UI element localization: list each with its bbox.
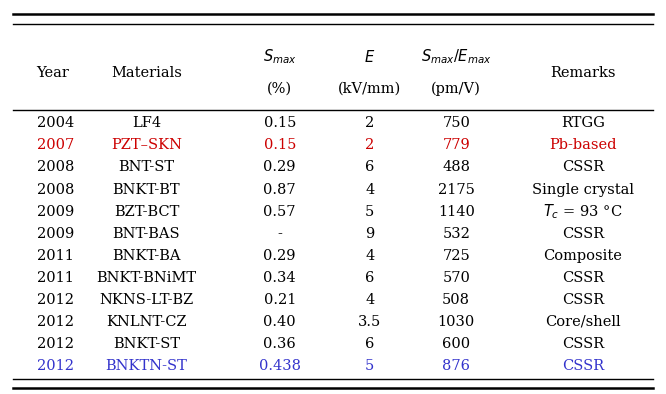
Text: 0.29: 0.29	[264, 160, 296, 175]
Text: 779: 779	[442, 138, 470, 152]
Text: BNKT-BT: BNKT-BT	[113, 182, 180, 197]
Text: 2009: 2009	[37, 204, 74, 219]
Text: CSSR: CSSR	[561, 271, 604, 285]
Text: 0.29: 0.29	[264, 249, 296, 263]
Text: 750: 750	[442, 116, 470, 130]
Text: BNKTN-ST: BNKTN-ST	[106, 359, 187, 373]
Text: 6: 6	[365, 160, 374, 175]
Text: KNLNT-CZ: KNLNT-CZ	[106, 315, 187, 329]
Text: 2: 2	[365, 116, 374, 130]
Text: $E$: $E$	[364, 49, 375, 65]
Text: 5: 5	[365, 359, 374, 373]
Text: 0.15: 0.15	[264, 116, 296, 130]
Text: CSSR: CSSR	[561, 337, 604, 351]
Text: CSSR: CSSR	[561, 293, 604, 307]
Text: $S_{max}/E_{max}$: $S_{max}/E_{max}$	[421, 48, 492, 67]
Text: 6: 6	[365, 271, 374, 285]
Text: Composite: Composite	[543, 249, 622, 263]
Text: 0.36: 0.36	[263, 337, 296, 351]
Text: 2008: 2008	[37, 182, 74, 197]
Text: (pm/V): (pm/V)	[432, 82, 481, 96]
Text: 4: 4	[365, 249, 374, 263]
Text: 2012: 2012	[37, 337, 74, 351]
Text: BNKT-ST: BNKT-ST	[113, 337, 180, 351]
Text: 2007: 2007	[37, 138, 74, 152]
Text: 570: 570	[442, 271, 470, 285]
Text: BNT-ST: BNT-ST	[119, 160, 174, 175]
Text: 2011: 2011	[37, 271, 73, 285]
Text: CSSR: CSSR	[561, 359, 604, 373]
Text: 1140: 1140	[438, 204, 475, 219]
Text: 0.21: 0.21	[264, 293, 296, 307]
Text: $T_c$ = 93 °C: $T_c$ = 93 °C	[543, 202, 623, 221]
Text: BNKT-BNiMT: BNKT-BNiMT	[97, 271, 196, 285]
Text: BNT-BAS: BNT-BAS	[113, 227, 180, 241]
Text: Core/shell: Core/shell	[545, 315, 621, 329]
Text: 0.57: 0.57	[264, 204, 296, 219]
Text: CSSR: CSSR	[561, 227, 604, 241]
Text: Remarks: Remarks	[550, 66, 615, 80]
Text: (%): (%)	[267, 82, 292, 96]
Text: BNKT-BA: BNKT-BA	[113, 249, 180, 263]
Text: Single crystal: Single crystal	[531, 182, 634, 197]
Text: 600: 600	[442, 337, 470, 351]
Text: LF4: LF4	[132, 116, 161, 130]
Text: 2004: 2004	[37, 116, 74, 130]
Text: Pb-based: Pb-based	[549, 138, 617, 152]
Text: 2012: 2012	[37, 359, 74, 373]
Text: 2: 2	[365, 138, 374, 152]
Text: PZT–SKN: PZT–SKN	[111, 138, 182, 152]
Text: 508: 508	[442, 293, 470, 307]
Text: 0.34: 0.34	[264, 271, 296, 285]
Text: 2008: 2008	[37, 160, 74, 175]
Text: 4: 4	[365, 182, 374, 197]
Text: 3.5: 3.5	[358, 315, 381, 329]
Text: 1030: 1030	[438, 315, 475, 329]
Text: BZT-BCT: BZT-BCT	[114, 204, 179, 219]
Text: 4: 4	[365, 293, 374, 307]
Text: 532: 532	[442, 227, 470, 241]
Text: Year: Year	[37, 66, 69, 80]
Text: 0.40: 0.40	[264, 315, 296, 329]
Text: 488: 488	[442, 160, 470, 175]
Text: 5: 5	[365, 204, 374, 219]
Text: (kV/mm): (kV/mm)	[338, 82, 401, 96]
Text: 2011: 2011	[37, 249, 73, 263]
Text: 9: 9	[365, 227, 374, 241]
Text: 6: 6	[365, 337, 374, 351]
Text: 2012: 2012	[37, 293, 74, 307]
Text: 0.87: 0.87	[264, 182, 296, 197]
Text: 876: 876	[442, 359, 470, 373]
Text: 2012: 2012	[37, 315, 74, 329]
Text: 725: 725	[442, 249, 470, 263]
Text: CSSR: CSSR	[561, 160, 604, 175]
Text: NKNS-LT-BZ: NKNS-LT-BZ	[99, 293, 194, 307]
Text: Materials: Materials	[111, 66, 182, 80]
Text: 2009: 2009	[37, 227, 74, 241]
Text: 0.15: 0.15	[264, 138, 296, 152]
Text: 2175: 2175	[438, 182, 475, 197]
Text: -: -	[277, 227, 282, 241]
Text: RTGG: RTGG	[561, 116, 605, 130]
Text: 0.438: 0.438	[258, 359, 301, 373]
Text: $S_{max}$: $S_{max}$	[263, 48, 296, 67]
